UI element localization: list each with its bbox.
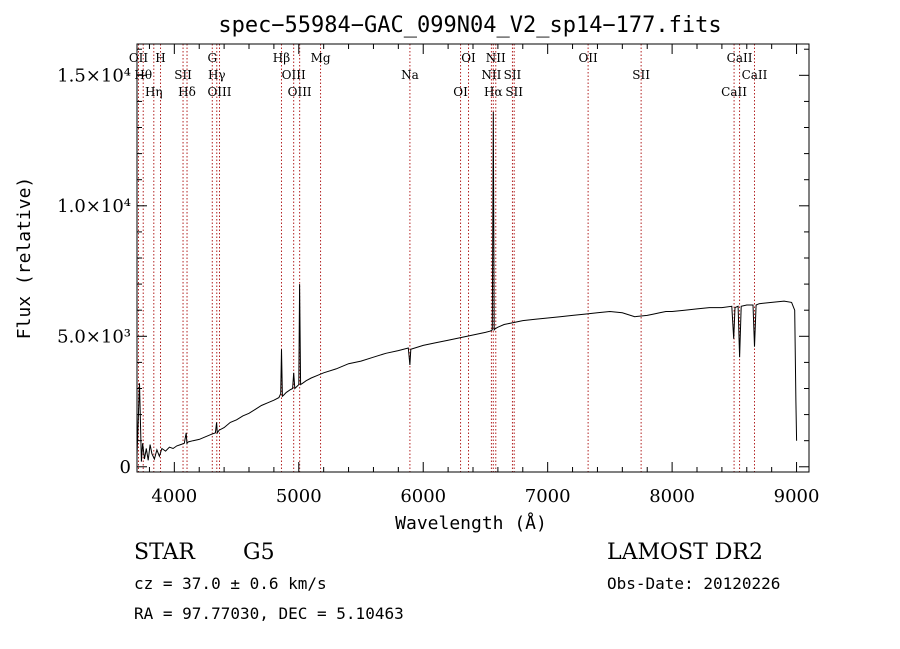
line-marker-label: SII	[505, 85, 523, 99]
line-marker-label: Na	[401, 68, 419, 82]
line-marker-label: CaII	[721, 85, 747, 99]
line-marker-label: SII	[504, 68, 522, 82]
line-marker-label: G	[207, 51, 217, 65]
line-marker-label: CaII	[727, 51, 753, 65]
spectrum-line	[136, 111, 798, 462]
line-marker-label: Hβ	[273, 51, 290, 65]
plot-frame	[136, 43, 810, 473]
object-class: STAR	[134, 540, 195, 565]
line-marker-label: NII	[481, 68, 501, 82]
line-marker-label: Hα	[484, 85, 503, 99]
line-marker-label: OIII	[288, 85, 312, 99]
chart-title: spec−55984−GAC_099N04_V2_sp14−177.fits	[218, 13, 721, 38]
emission-line-markers	[137, 44, 755, 472]
line-marker-label: SII	[174, 68, 192, 82]
y-tick-label: 0	[120, 457, 131, 478]
redshift-readout: cz = 37.0 ± 0.6 km/s	[134, 574, 327, 593]
line-marker-label: SII	[632, 68, 650, 82]
line-marker-label: OII	[578, 51, 598, 65]
line-marker-label: OIII	[282, 68, 306, 82]
x-axis-label: Wavelength (Å)	[395, 512, 547, 534]
y-tick-label: 1.5×10⁴	[57, 65, 131, 86]
x-tick-label: 7000	[525, 486, 571, 507]
line-marker-label: Hη	[145, 85, 163, 99]
survey-name: LAMOST DR2	[607, 540, 763, 565]
line-marker-label: Hδ	[178, 85, 196, 99]
line-marker-label: OI	[453, 85, 468, 99]
coordinates: RA = 97.77030, DEC = 5.10463	[134, 604, 404, 623]
line-marker-label: OIII	[207, 85, 231, 99]
line-marker-label: OII	[129, 51, 149, 65]
y-axis-ticks: 0 5.0×10³ 1.0×10⁴ 1.5×10⁴	[57, 48, 809, 478]
line-marker-label: OI	[461, 51, 476, 65]
y-axis-label: Flux (relative)	[14, 177, 35, 340]
line-marker-label: Mg	[311, 51, 331, 65]
line-marker-label: NII	[486, 51, 506, 65]
obs-date: Obs-Date: 20120226	[607, 574, 781, 593]
line-marker-label: H	[155, 51, 165, 65]
line-marker-label: Hγ	[208, 68, 226, 82]
x-tick-label: 5000	[276, 486, 322, 507]
x-tick-label: 6000	[400, 486, 446, 507]
x-tick-label: 9000	[774, 486, 820, 507]
y-tick-label: 5.0×10³	[57, 326, 131, 347]
y-tick-label: 1.0×10⁴	[57, 196, 131, 217]
spectral-subclass: G5	[243, 540, 275, 565]
x-tick-label: 8000	[649, 486, 695, 507]
line-marker-label: CaII	[742, 68, 768, 82]
x-tick-label: 4000	[151, 486, 197, 507]
x-axis-ticks: 4000 5000 6000 7000 8000 9000	[148, 44, 820, 507]
emission-line-labels: OIIHθHηHSIIHδGHγOIIIHβOIIIOIIIMgNaOIOINI…	[129, 51, 768, 99]
